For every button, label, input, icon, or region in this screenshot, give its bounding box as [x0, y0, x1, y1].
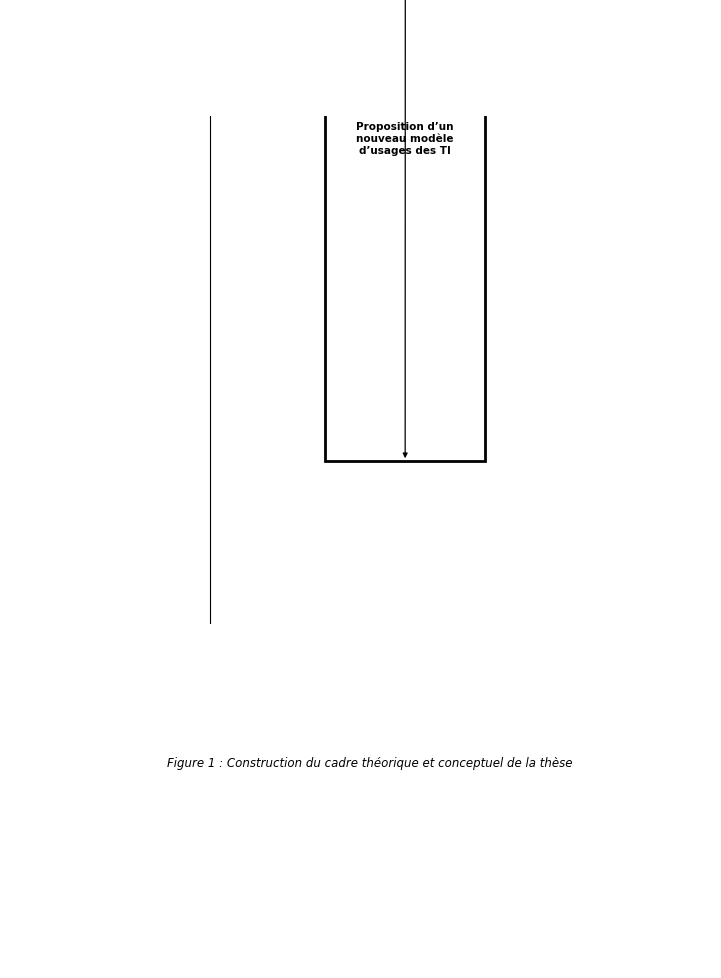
Bar — [325, 0, 485, 462]
Text: Proposition d’un
nouveau modèle
d’usages des TI: Proposition d’un nouveau modèle d’usages… — [356, 122, 454, 156]
Text: Figure 1 : Construction du cadre théorique et conceptuel de la thèse: Figure 1 : Construction du cadre théoriq… — [167, 756, 572, 770]
